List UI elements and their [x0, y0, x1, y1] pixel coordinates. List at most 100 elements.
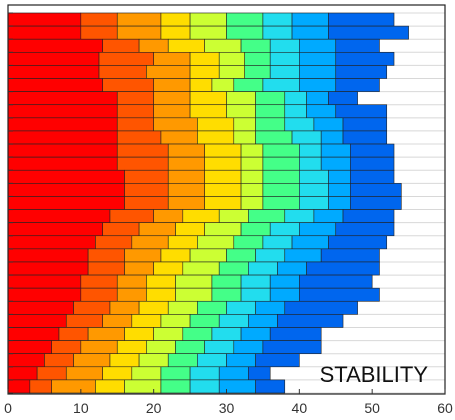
bar-segment: [262, 12, 293, 27]
bar-segment: [240, 287, 271, 302]
bar-segment: [7, 25, 82, 40]
bar-segment: [7, 274, 82, 289]
bar-segment: [131, 366, 162, 381]
bar-segment: [233, 78, 264, 92]
bar-segment: [116, 274, 147, 289]
bar-segment: [124, 169, 169, 184]
bar-segment: [299, 143, 322, 158]
bar-segment: [175, 340, 205, 354]
bar-segment: [116, 12, 162, 27]
bar-segment: [299, 38, 337, 53]
bar-segment: [160, 248, 191, 263]
x-tick-label: 0: [4, 400, 12, 416]
bar-segment: [29, 379, 53, 394]
bar-segment: [160, 366, 191, 381]
bar-segment: [204, 38, 242, 53]
bar-segment: [255, 379, 286, 394]
bar-segment: [189, 248, 227, 263]
bar-segment: [226, 104, 256, 119]
bar-segment: [116, 117, 154, 132]
bar-segment: [262, 169, 300, 184]
bar-segment: [269, 65, 300, 79]
bar-segment: [189, 91, 227, 106]
bar-segment: [102, 366, 133, 381]
bar-segment: [350, 196, 402, 210]
bar-segment: [320, 130, 344, 145]
bar-segment: [204, 183, 242, 197]
bar-segment: [218, 65, 246, 79]
bar-segment: [262, 156, 300, 171]
bar-segment: [7, 314, 67, 328]
bar-segment: [175, 274, 213, 289]
bar-segment: [233, 117, 256, 132]
bar-segment: [226, 12, 264, 27]
bar-segment: [7, 222, 103, 237]
bar-segment: [244, 52, 271, 66]
bar-segment: [7, 300, 74, 315]
bar-segment: [98, 65, 147, 79]
bar-segment: [262, 196, 300, 210]
bar-segment: [335, 65, 388, 79]
bar-segment: [109, 300, 140, 315]
bar-segment: [7, 261, 89, 276]
bar-segment: [189, 104, 227, 119]
bar-segment: [167, 300, 198, 315]
bar-segment: [335, 78, 380, 92]
bar-segment: [116, 25, 162, 40]
bar-segment: [116, 91, 154, 106]
bar-segment: [277, 314, 344, 328]
bar-segment: [44, 353, 74, 368]
bar-segment: [153, 104, 191, 119]
bar-segment: [102, 222, 140, 237]
bar-segment: [204, 222, 242, 237]
bar-segment: [80, 25, 118, 40]
bar-segment: [167, 156, 205, 171]
bar-segment: [189, 12, 227, 27]
bar-segment: [335, 52, 395, 66]
bar-segment: [80, 12, 118, 27]
bar-segment: [7, 117, 118, 132]
bar-segment: [240, 196, 264, 210]
bar-segment: [7, 379, 31, 394]
bar-segment: [262, 183, 300, 197]
bar-segment: [233, 130, 256, 145]
bar-segment: [87, 327, 125, 341]
bar-segment: [262, 235, 293, 250]
bar-segment: [269, 38, 300, 53]
bar-segment: [284, 209, 315, 223]
bar-segment: [167, 353, 198, 368]
bar-segment: [7, 38, 103, 53]
bar-segment: [116, 340, 147, 354]
bar-segment: [138, 222, 176, 237]
bar-segment: [284, 300, 358, 315]
bar-segment: [255, 104, 286, 119]
bar-segment: [197, 117, 235, 132]
bar-segment: [160, 25, 191, 40]
bar-segment: [138, 300, 169, 315]
bar-segment: [153, 209, 184, 223]
bar-segment: [299, 78, 337, 92]
bar-segment: [306, 104, 337, 119]
bar-segment: [299, 65, 337, 79]
bar-segment: [146, 65, 191, 79]
bar-segment: [182, 327, 213, 341]
bar-segment: [197, 235, 235, 250]
bar-segment: [277, 261, 307, 276]
bar-segment: [284, 248, 322, 263]
bar-segment: [204, 143, 242, 158]
bar-segment: [350, 143, 395, 158]
x-tick-label: 20: [146, 400, 162, 416]
bar-segment: [109, 353, 140, 368]
bar-segment: [7, 104, 118, 119]
bar-segment: [320, 156, 351, 171]
bar-segment: [7, 287, 82, 302]
bar-segment: [160, 130, 198, 145]
bar-segment: [218, 261, 249, 276]
bar-segment: [269, 274, 300, 289]
bar-segment: [98, 52, 154, 66]
bar-segment: [116, 143, 169, 158]
y-axis-ticks: [8, 12, 13, 394]
bar-segment: [284, 91, 307, 106]
bar-segment: [109, 209, 154, 223]
